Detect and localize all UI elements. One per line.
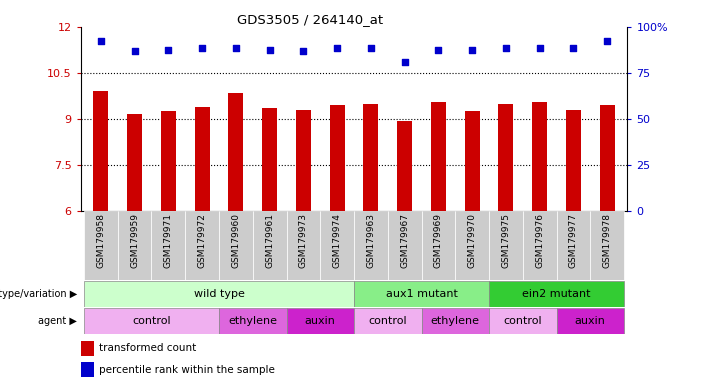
Point (433, 47, 444, 53)
FancyBboxPatch shape (421, 211, 455, 280)
Bar (431, 102, 446, 211)
Text: GSM179960: GSM179960 (231, 213, 240, 268)
Bar (557, 308, 624, 334)
Bar (84, 308, 219, 334)
FancyBboxPatch shape (590, 211, 624, 280)
FancyBboxPatch shape (354, 211, 388, 280)
Bar (93, 91, 109, 211)
FancyBboxPatch shape (523, 211, 557, 280)
Point (501, 45, 512, 51)
Bar (81, 341, 94, 356)
Point (365, 45, 376, 51)
Point (196, 45, 207, 51)
Bar (354, 281, 489, 307)
Bar (229, 93, 243, 211)
Point (163, 47, 174, 53)
Text: GSM179958: GSM179958 (96, 213, 105, 268)
FancyBboxPatch shape (118, 211, 151, 280)
FancyBboxPatch shape (557, 211, 590, 280)
Bar (287, 308, 354, 334)
Bar (354, 308, 421, 334)
Text: agent ▶: agent ▶ (39, 316, 77, 326)
Bar (161, 111, 176, 211)
Bar (566, 110, 581, 211)
Text: control: control (503, 316, 542, 326)
Point (129, 48, 140, 55)
Point (467, 47, 478, 53)
Bar (465, 111, 479, 211)
FancyBboxPatch shape (151, 211, 185, 280)
Text: GSM179977: GSM179977 (569, 213, 578, 268)
Point (298, 48, 309, 55)
Bar (397, 121, 412, 211)
Bar (489, 281, 624, 307)
FancyBboxPatch shape (253, 211, 287, 280)
Bar (262, 108, 277, 211)
Bar (532, 102, 547, 211)
Bar (498, 104, 513, 211)
Point (568, 45, 579, 51)
Bar (421, 308, 489, 334)
Bar (195, 107, 210, 211)
Bar (489, 308, 557, 334)
Bar (84, 281, 354, 307)
Text: auxin: auxin (575, 316, 606, 326)
Title: GDS3505 / 264140_at: GDS3505 / 264140_at (237, 13, 383, 26)
Bar (329, 105, 345, 211)
Text: GSM179971: GSM179971 (164, 213, 173, 268)
Text: GSM179978: GSM179978 (603, 213, 612, 268)
Text: wild type: wild type (193, 289, 245, 299)
Point (332, 45, 343, 51)
Text: ein2 mutant: ein2 mutant (522, 289, 591, 299)
Text: GSM179969: GSM179969 (434, 213, 443, 268)
FancyBboxPatch shape (185, 211, 219, 280)
Text: auxin: auxin (305, 316, 336, 326)
Bar (599, 105, 615, 211)
Point (264, 47, 275, 53)
Bar (219, 308, 287, 334)
Text: GSM179976: GSM179976 (535, 213, 544, 268)
Text: ethylene: ethylene (229, 316, 278, 326)
Text: GSM179961: GSM179961 (265, 213, 274, 268)
Point (534, 45, 545, 51)
Text: GSM179974: GSM179974 (333, 213, 341, 268)
Text: aux1 mutant: aux1 mutant (386, 289, 458, 299)
Text: control: control (132, 316, 171, 326)
Text: percentile rank within the sample: percentile rank within the sample (99, 364, 275, 375)
FancyBboxPatch shape (287, 211, 320, 280)
Text: GSM179973: GSM179973 (299, 213, 308, 268)
Text: GSM179972: GSM179972 (198, 213, 207, 268)
Point (95, 38, 107, 44)
Text: control: control (369, 316, 407, 326)
Point (399, 59, 410, 65)
Text: GSM179975: GSM179975 (501, 213, 510, 268)
FancyBboxPatch shape (84, 211, 118, 280)
Bar (363, 104, 379, 211)
Bar (296, 110, 311, 211)
Text: genotype/variation ▶: genotype/variation ▶ (0, 289, 77, 299)
FancyBboxPatch shape (489, 211, 523, 280)
Text: ethylene: ethylene (430, 316, 479, 326)
Text: GSM179963: GSM179963 (367, 213, 375, 268)
Text: transformed count: transformed count (99, 343, 196, 354)
Text: GSM179959: GSM179959 (130, 213, 139, 268)
Text: GSM179970: GSM179970 (468, 213, 477, 268)
FancyBboxPatch shape (388, 211, 421, 280)
Bar (81, 362, 94, 377)
Point (230, 45, 241, 51)
FancyBboxPatch shape (219, 211, 253, 280)
Text: GSM179967: GSM179967 (400, 213, 409, 268)
Point (601, 38, 613, 44)
FancyBboxPatch shape (455, 211, 489, 280)
FancyBboxPatch shape (320, 211, 354, 280)
Bar (127, 114, 142, 211)
